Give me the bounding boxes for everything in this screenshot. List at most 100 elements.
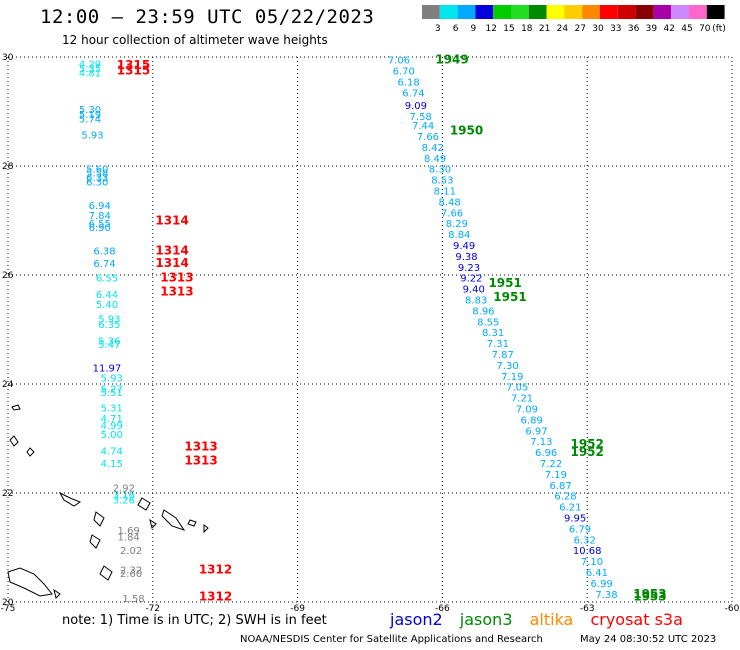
colorbar-swatch — [635, 5, 654, 19]
colorbar-swatch — [457, 5, 476, 19]
colorbar-swatch — [528, 5, 547, 19]
pass-time-label: 1953 — [633, 590, 666, 604]
swh-value: 6.41 — [586, 568, 608, 579]
swh-value: 6.55 — [89, 219, 111, 230]
colorbar-swatch — [600, 5, 618, 19]
swh-value: 6.21 — [559, 503, 581, 514]
pass-time-label: 1950 — [450, 124, 483, 138]
swh-value: 9.38 — [455, 252, 477, 263]
swh-value: 5.36 — [98, 336, 120, 347]
island-outline — [161, 509, 186, 531]
swh-value: 2.32 — [120, 565, 142, 576]
swh-value: 6.35 — [98, 320, 120, 331]
swh-value: 5.30 — [79, 105, 101, 116]
swh-value: 9.49 — [453, 241, 475, 252]
lat-tick-label: 22 — [2, 489, 13, 499]
colorbar-label: 18 — [521, 24, 533, 34]
island-outline — [203, 524, 209, 534]
island-outline — [137, 497, 151, 511]
swh-value: 6.38 — [93, 246, 115, 257]
lon-tick-label: -63 — [580, 604, 595, 614]
swh-value: 4.15 — [101, 459, 123, 470]
swh-value: 4.71 — [101, 414, 123, 425]
colorbar-label: 30 — [592, 24, 604, 34]
swh-value: 9.40 — [463, 285, 485, 296]
colorbar-label: 6 — [453, 24, 459, 34]
swh-value: 2.60 — [120, 569, 142, 580]
swh-value: 6.55 — [96, 274, 118, 285]
island-outline — [7, 567, 53, 597]
swh-value: 10.68 — [573, 546, 602, 557]
colorbar-swatch — [493, 5, 511, 19]
swh-value: 6.30 — [86, 177, 108, 188]
units-note: note: 1) Time is in UTC; 2) SWH is in fe… — [62, 613, 327, 628]
swh-value: 9.09 — [405, 101, 427, 112]
colorbar-label: 12 — [485, 24, 496, 34]
swh-value: 5.35 — [79, 64, 101, 75]
swh-value: 7.19 — [501, 372, 523, 383]
swh-value: 5.74 — [79, 115, 101, 126]
graticule: -75 -72 -69 -66 -63 -60 30 28 26 24 22 20 — [1, 53, 740, 614]
colorbar-label: 70 — [699, 24, 711, 34]
swh-value: 6.96 — [535, 448, 557, 459]
pass-time-label: 1313 — [184, 440, 217, 454]
island-outline — [149, 518, 157, 529]
pass-time-label: 1314 — [155, 256, 188, 270]
swh-value: 5.47 — [98, 340, 120, 351]
colorbar-swatch — [511, 5, 529, 19]
swh-value: 7.06 — [388, 56, 410, 67]
lon-tick-label: -75 — [1, 604, 16, 614]
island-outline — [58, 491, 82, 507]
swh-value: 6.89 — [521, 415, 543, 426]
swh-value: 6.70 — [393, 67, 415, 78]
swh-value: 6.79 — [569, 524, 591, 535]
colorbar-swatch — [422, 5, 440, 19]
swh-value: 1.69 — [118, 526, 140, 537]
legend-altika: altika — [529, 610, 574, 629]
lat-tick-label: 26 — [2, 271, 14, 281]
swh-value: 7.19 — [545, 470, 567, 481]
swh-value: 7.58 — [410, 112, 432, 123]
swh-value: 7.30 — [496, 361, 518, 372]
map-subtitle: 12 hour collection of altimeter wave hei… — [62, 33, 328, 47]
swh-value: 5.93 — [101, 373, 123, 384]
colorbar-label: 33 — [610, 24, 621, 34]
colorbar-label: 36 — [628, 24, 640, 34]
swh-value: 6.32 — [574, 535, 596, 546]
swh-value: 8.55 — [477, 317, 499, 328]
swh-value: 1.58 — [122, 594, 144, 605]
pass-time-label: 1951 — [488, 276, 521, 290]
colorbar-unit: (ft) — [712, 24, 726, 34]
swh-value: 8.84 — [448, 230, 470, 241]
colorbar-label: 9 — [471, 24, 477, 34]
swh-value: 5.93 — [81, 130, 103, 141]
colorbar-swatch — [671, 5, 689, 19]
swh-value: 8.31 — [482, 328, 504, 339]
lon-tick-label: -66 — [435, 604, 450, 614]
lat-tick-label: 30 — [2, 53, 14, 63]
swh-value: 7.22 — [540, 459, 562, 470]
pass-time-label: 1315 — [117, 64, 150, 78]
swh-value: 8.42 — [422, 143, 444, 154]
swh-value: 4.29 — [79, 60, 101, 71]
credit-line: NOAA/NESDIS Center for Satellite Applica… — [240, 634, 543, 645]
island-outline — [99, 565, 113, 581]
swh-value: 8.49 — [424, 154, 446, 165]
swh-value: 6.87 — [550, 481, 572, 492]
colorbar-label: 42 — [663, 24, 674, 34]
pass-time-label: 1953 — [633, 587, 666, 601]
island-outline — [89, 534, 101, 549]
colorbar-label: 21 — [539, 24, 550, 34]
colorbar-swatch — [582, 5, 600, 19]
swh-value: 11.97 — [93, 364, 122, 375]
lon-tick-label: -72 — [145, 604, 160, 614]
lat-tick-label: 24 — [2, 380, 14, 390]
colorbar-label: 3 — [435, 24, 441, 34]
swh-value: 2.92 — [113, 484, 135, 495]
swh-value: 6.99 — [591, 579, 613, 590]
pass-time-label: 1313 — [160, 284, 193, 298]
swh-value: 7.66 — [417, 132, 439, 143]
swh-value: 8.48 — [439, 197, 461, 208]
pass-time-label: 1312 — [199, 590, 232, 604]
